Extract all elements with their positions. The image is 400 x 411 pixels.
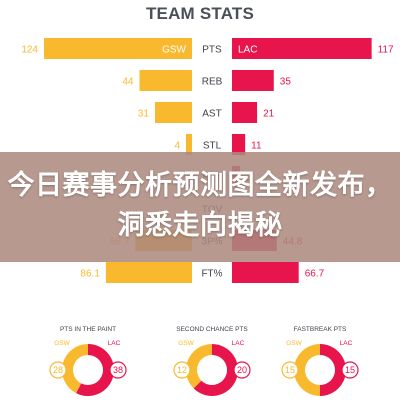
donut-lac-badge [341,361,359,379]
donut-lac-label: LAC [108,340,121,347]
lac-in-bar-label: LAC [238,45,257,56]
donut-lac-badge [233,361,251,379]
donut-gsw-label: GSW [286,340,302,347]
page-title: TEAM STATS [145,4,255,23]
donut-lac-value: 20 [237,365,247,375]
donut-title: PTS IN THE PAINT [60,326,116,333]
lac-value-label: 11 [251,141,262,152]
gsw-bar-stl [186,134,192,155]
gsw-value-label: 31 [138,109,150,120]
donut-lac-badge [109,361,127,379]
donut-gsw-badge [173,361,191,379]
donut-gsw-slice [186,344,212,389]
donut-gsw-value: 28 [53,365,63,375]
donut-lac-value: 15 [345,365,355,375]
gsw-value-label: 86.1 [80,269,100,280]
gsw-bar-pts [44,38,192,59]
lac-value-label: 66.7 [305,269,325,280]
lac-value-label: 21 [263,109,275,120]
donut-title: FASTBREAK PTS [294,326,347,333]
overlay-banner [0,152,400,262]
donut-lac-slice [320,344,346,396]
donut-title: SECOND CHANCE PTS [176,326,248,333]
category-label-ftpct: FT% [201,269,222,280]
lac-bar-reb [232,70,274,91]
donut-gsw-label: GSW [54,340,70,347]
category-label-ast: AST [202,109,221,120]
gsw-value-label: 4 [174,141,180,152]
donut-lac-value: 38 [113,365,123,375]
gsw-value-label: 124 [21,45,38,56]
category-label-stl: STL [203,141,222,152]
donut-gsw-slice [62,344,88,394]
donut-gsw-value: 15 [285,365,295,375]
lac-value-label: 117 [378,45,394,56]
category-label-reb: REB [202,77,223,88]
donut-lac-label: LAC [340,340,353,347]
lac-bar-pts [232,38,372,59]
donut-gsw-label: GSW [178,340,194,347]
category-label-pts: PTS [202,45,222,56]
lac-value-label: 35 [280,77,292,88]
donut-gsw-badge [281,361,299,379]
gsw-value-label: 44 [122,77,134,88]
donut-lac-label: LAC [232,340,245,347]
lac-bar-stl [232,134,246,155]
lac-bar-ast [232,102,258,123]
donut-lac-slice [193,344,239,397]
donut-gsw-slice [293,344,320,396]
banner-text: 今日赛事分析预测图全新发布，洞悉走向揭秘 [7,170,393,241]
gsw-in-bar-label: GSW [162,45,186,56]
donut-gsw-value: 12 [177,365,187,375]
gsw-bar-ast [155,102,192,123]
donut-gsw-badge [49,361,67,379]
lac-bar-ftpct [232,262,299,283]
gsw-bar-reb [139,70,192,91]
gsw-bar-ftpct [105,262,192,283]
donut-lac-slice [76,344,115,397]
